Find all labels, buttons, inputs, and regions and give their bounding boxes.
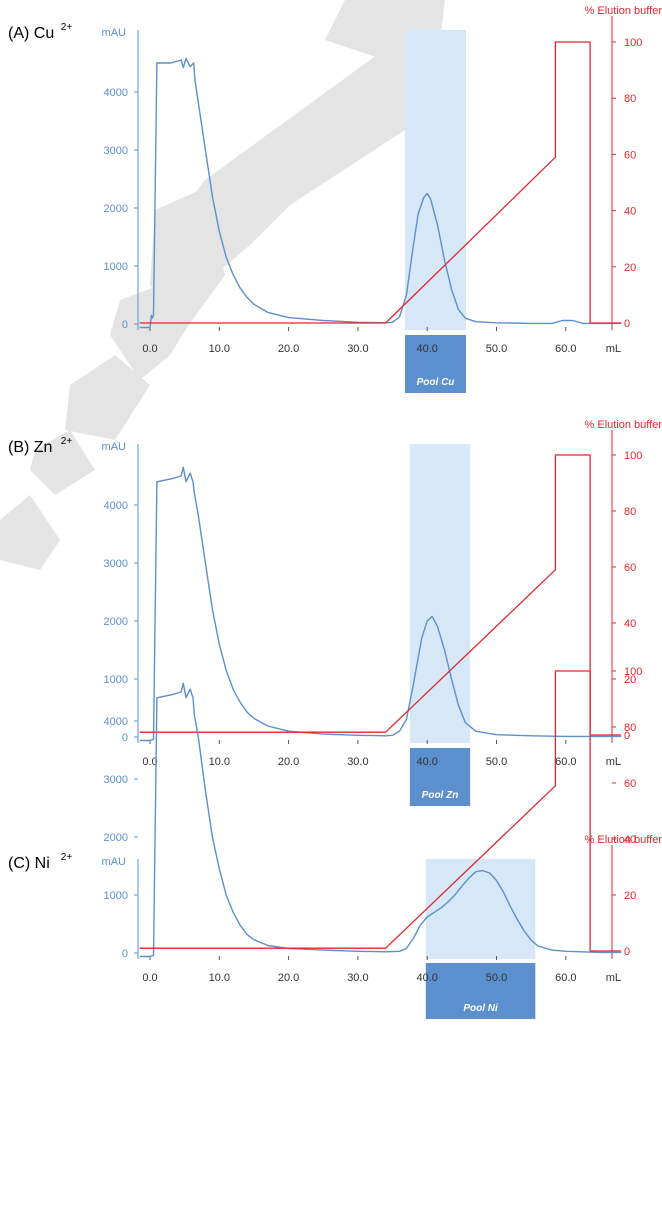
pool-label: Pool Ni <box>463 1003 498 1014</box>
left-axis-unit: mAU <box>102 856 127 868</box>
absorbance-trace <box>139 682 622 958</box>
panel-label: (B) Zn <box>8 439 52 456</box>
x-tick-label: 30.0 <box>347 756 368 768</box>
panel-label-superscript: 2+ <box>61 22 73 33</box>
right-tick-label: 20 <box>624 262 636 274</box>
right-tick-label: 80 <box>624 93 636 105</box>
left-tick-label: 3000 <box>104 145 128 157</box>
right-tick-label: 100 <box>624 666 642 678</box>
left-tick-label: 2000 <box>104 616 128 628</box>
x-tick-label: 20.0 <box>278 972 299 984</box>
left-tick-label: 0 <box>122 732 128 744</box>
left-tick-label: 0 <box>122 948 128 960</box>
right-tick-label: 20 <box>624 674 636 686</box>
left-tick-label: 3000 <box>104 774 128 786</box>
pool-region <box>425 859 536 959</box>
absorbance-trace <box>139 466 622 742</box>
panel-label-superscript: 2+ <box>61 436 73 447</box>
left-tick-label: 2000 <box>104 832 128 844</box>
left-tick-label: 0 <box>122 319 128 331</box>
absorbance-trace <box>139 57 622 329</box>
x-tick-label: 60.0 <box>555 343 576 355</box>
elution-gradient-line <box>139 454 622 736</box>
pool-region <box>405 30 467 330</box>
left-tick-label: 3000 <box>104 558 128 570</box>
right-tick-label: 0 <box>624 318 630 330</box>
panel-label: (A) Cu <box>8 25 54 42</box>
left-tick-label: 4000 <box>104 87 128 99</box>
right-tick-label: 60 <box>624 562 636 574</box>
x-tick-label: 30.0 <box>347 343 368 355</box>
x-tick-label: 20.0 <box>278 343 299 355</box>
x-tick-label: 10.0 <box>209 972 230 984</box>
elution-gradient-line <box>139 41 622 324</box>
right-tick-label: 0 <box>624 730 630 742</box>
pool-label: Pool Cu <box>417 377 455 388</box>
left-axis-unit: mAU <box>102 27 127 39</box>
x-tick-label: 60.0 <box>555 972 576 984</box>
x-axis-unit: mL <box>606 972 621 984</box>
left-tick-label: 1000 <box>104 890 128 902</box>
x-tick-label: 50.0 <box>486 972 507 984</box>
left-tick-label: 1000 <box>104 674 128 686</box>
left-axis-unit: mAU <box>102 441 127 453</box>
x-tick-label: 60.0 <box>555 756 576 768</box>
right-tick-label: 60 <box>624 149 636 161</box>
x-tick-label: 40.0 <box>416 343 437 355</box>
pool-label: Pool Zn <box>422 790 459 801</box>
pool-region <box>409 444 471 743</box>
x-axis-unit: mL <box>606 756 621 768</box>
left-tick-label: 1000 <box>104 261 128 273</box>
x-tick-label: 0.0 <box>142 343 157 355</box>
x-tick-label: 0.0 <box>142 756 157 768</box>
elution-gradient-line <box>139 670 622 952</box>
left-tick-label: 4000 <box>104 716 128 728</box>
left-tick-label: 4000 <box>104 500 128 512</box>
x-tick-label: 10.0 <box>209 756 230 768</box>
right-tick-label: 20 <box>624 890 636 902</box>
x-tick-label: 0.0 <box>142 972 157 984</box>
right-tick-label: 60 <box>624 778 636 790</box>
x-tick-label: 10.0 <box>209 343 230 355</box>
x-axis-unit: mL <box>606 343 621 355</box>
x-tick-label: 30.0 <box>347 972 368 984</box>
x-tick-label: 40.0 <box>416 756 437 768</box>
pool-label-box <box>425 963 536 1019</box>
right-tick-label: 40 <box>624 834 636 846</box>
pool-label-box <box>405 335 467 393</box>
pool-label-box <box>409 748 471 806</box>
panel-label-superscript: 2+ <box>61 852 73 863</box>
right-tick-label: 80 <box>624 722 636 734</box>
right-tick-label: 80 <box>624 506 636 518</box>
right-axis-label: % Elution buffer <box>585 419 662 431</box>
right-tick-label: 40 <box>624 206 636 218</box>
x-tick-label: 50.0 <box>486 343 507 355</box>
right-tick-label: 100 <box>624 450 642 462</box>
left-tick-label: 2000 <box>104 203 128 215</box>
panel-label: (C) Ni <box>8 855 50 872</box>
x-tick-label: 40.0 <box>416 972 437 984</box>
right-axis-label: % Elution buffer <box>585 5 662 17</box>
right-tick-label: 40 <box>624 618 636 630</box>
watermark <box>0 0 445 570</box>
right-axis-label: % Elution buffer <box>585 834 662 846</box>
x-tick-label: 50.0 <box>486 756 507 768</box>
right-tick-label: 100 <box>624 37 642 49</box>
x-tick-label: 20.0 <box>278 756 299 768</box>
right-tick-label: 0 <box>624 946 630 958</box>
